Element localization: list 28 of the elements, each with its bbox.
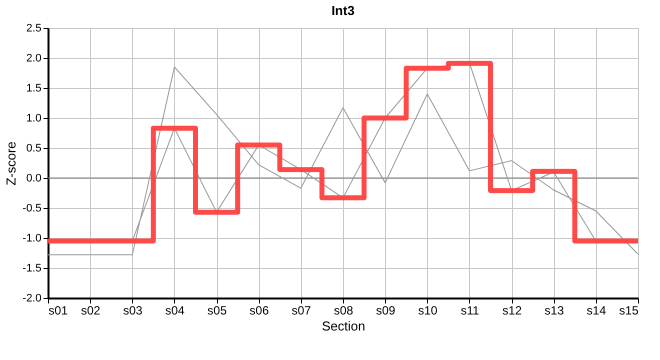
x-tick-label: s15 [619, 304, 639, 318]
y-axis-title: Z-score [4, 141, 19, 186]
x-tick-label: s10 [418, 304, 438, 318]
x-tick-label: s13 [544, 304, 564, 318]
x-tick-label: s01 [48, 304, 68, 318]
x-tick-label: s06 [250, 304, 270, 318]
y-tick-label: 1.0 [26, 112, 42, 124]
y-tick-label: -0.5 [22, 202, 42, 214]
y-tick-label: 0.5 [26, 142, 42, 154]
y-tick-label: -1.0 [22, 232, 42, 244]
x-tick-label: s05 [207, 304, 228, 318]
x-tick-label: s04 [165, 304, 185, 318]
x-tick-label: s07 [292, 304, 312, 318]
y-tick-label: -1.5 [22, 262, 42, 274]
x-tick-label: s14 [586, 304, 606, 318]
x-tick-label: s08 [334, 304, 354, 318]
chart-title: Int3 [331, 3, 355, 18]
y-tick-label: 2.0 [26, 52, 42, 64]
x-tick-label: s09 [376, 304, 396, 318]
x-tick-label: s03 [123, 304, 143, 318]
x-axis-title: Section [322, 318, 366, 334]
x-tick-label: s12 [502, 304, 522, 318]
y-tick-label: 0.0 [26, 172, 42, 184]
x-tick-label: s11 [460, 304, 480, 318]
y-tick-label: 1.5 [26, 82, 42, 94]
x-tick-label: s02 [80, 304, 101, 318]
y-tick-label: -2.0 [22, 292, 42, 304]
y-tick-label: 2.5 [26, 22, 42, 34]
